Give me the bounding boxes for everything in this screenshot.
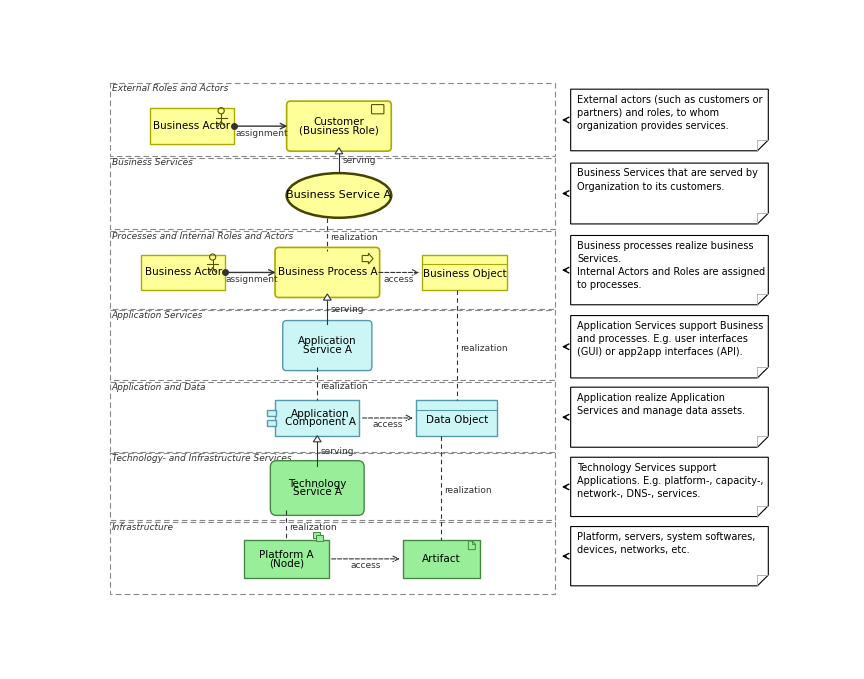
Polygon shape — [571, 316, 768, 378]
Text: Business Object: Business Object — [422, 269, 506, 279]
FancyBboxPatch shape — [416, 400, 498, 436]
FancyBboxPatch shape — [276, 400, 359, 436]
FancyBboxPatch shape — [283, 320, 372, 371]
Text: Processes and Internal Roles and Actors: Processes and Internal Roles and Actors — [111, 232, 293, 240]
FancyBboxPatch shape — [372, 105, 384, 114]
Bar — [110, 454, 556, 520]
Text: Component A: Component A — [285, 417, 356, 427]
Text: Platform A: Platform A — [259, 549, 314, 559]
Ellipse shape — [287, 173, 391, 218]
Text: Customer: Customer — [314, 117, 365, 127]
Text: access: access — [372, 420, 403, 429]
Text: Application Services support Business
and processes. E.g. user interfaces
(GUI) : Application Services support Business an… — [577, 321, 763, 357]
FancyBboxPatch shape — [313, 532, 321, 538]
Polygon shape — [571, 236, 768, 305]
Text: Business Service A: Business Service A — [286, 190, 391, 200]
Text: Application realize Application
Services and manage data assets.: Application realize Application Services… — [577, 392, 745, 416]
Bar — [110, 83, 556, 156]
Polygon shape — [362, 253, 373, 264]
Text: External actors (such as customers or
partners) and roles, to whom
organization : External actors (such as customers or pa… — [577, 94, 762, 131]
Polygon shape — [571, 89, 768, 151]
Polygon shape — [323, 294, 331, 300]
FancyBboxPatch shape — [267, 420, 276, 426]
Text: realization: realization — [460, 344, 507, 353]
Bar — [110, 310, 556, 380]
Bar — [110, 158, 556, 230]
Text: Business Actor: Business Actor — [153, 121, 231, 131]
Polygon shape — [314, 436, 321, 442]
Text: Technology Services support
Applications. E.g. platform-, capacity-,
network-, D: Technology Services support Applications… — [577, 462, 764, 499]
Text: Service A: Service A — [302, 345, 352, 355]
FancyBboxPatch shape — [142, 255, 225, 290]
Text: Application Services: Application Services — [111, 311, 203, 320]
Text: (Business Role): (Business Role) — [299, 126, 379, 135]
Text: realization: realization — [289, 524, 337, 532]
Bar — [110, 382, 556, 452]
FancyBboxPatch shape — [149, 109, 233, 144]
Text: Application and Data: Application and Data — [111, 382, 206, 392]
Polygon shape — [571, 387, 768, 447]
Text: assignment: assignment — [226, 275, 278, 284]
Text: access: access — [384, 275, 414, 284]
FancyBboxPatch shape — [403, 540, 480, 578]
Polygon shape — [571, 457, 768, 517]
Text: realization: realization — [330, 233, 378, 242]
Text: Infrastructure: Infrastructure — [111, 523, 174, 532]
Text: Technology: Technology — [288, 479, 346, 489]
Text: External Roles and Actors: External Roles and Actors — [111, 84, 228, 93]
Text: assignment: assignment — [236, 128, 289, 138]
Text: Business processes realize business
Services.
Internal Actors and Roles are assi: Business processes realize business Serv… — [577, 241, 765, 291]
Text: realization: realization — [321, 382, 368, 391]
Text: Application: Application — [291, 409, 350, 419]
Polygon shape — [571, 526, 768, 586]
FancyBboxPatch shape — [315, 535, 323, 541]
Text: access: access — [351, 562, 381, 570]
Polygon shape — [335, 148, 343, 154]
Text: Artifact: Artifact — [422, 554, 461, 564]
Text: Technology- and Infrastructure Services: Technology- and Infrastructure Services — [111, 454, 291, 463]
Text: Business Process A: Business Process A — [277, 268, 378, 278]
Text: Business Services that are served by
Organization to its customers.: Business Services that are served by Org… — [577, 168, 758, 191]
Text: realization: realization — [444, 486, 492, 495]
Text: serving: serving — [321, 447, 354, 456]
FancyBboxPatch shape — [422, 255, 507, 290]
FancyBboxPatch shape — [267, 410, 276, 416]
Bar — [110, 522, 556, 593]
FancyBboxPatch shape — [275, 247, 379, 297]
Text: Business Services: Business Services — [111, 158, 193, 168]
Text: Platform, servers, system softwares,
devices, networks, etc.: Platform, servers, system softwares, dev… — [577, 532, 755, 555]
Text: Business Actor: Business Actor — [144, 268, 222, 278]
Text: Service A: Service A — [293, 488, 342, 497]
Text: (Node): (Node) — [269, 558, 304, 568]
Text: serving: serving — [342, 156, 376, 165]
Polygon shape — [468, 541, 475, 549]
Text: serving: serving — [330, 304, 364, 314]
Polygon shape — [571, 163, 768, 224]
FancyBboxPatch shape — [270, 461, 364, 515]
Text: Data Object: Data Object — [426, 414, 488, 424]
Bar — [110, 231, 556, 309]
Text: Application: Application — [298, 336, 357, 346]
FancyBboxPatch shape — [244, 540, 329, 578]
FancyBboxPatch shape — [287, 101, 391, 151]
